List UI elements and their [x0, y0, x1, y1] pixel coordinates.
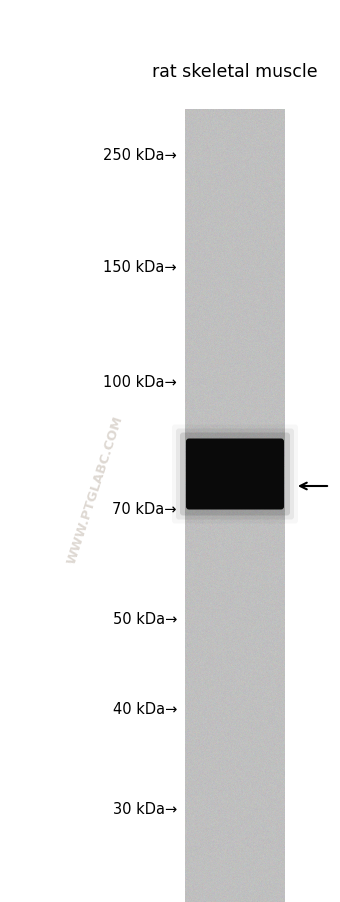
Text: WWW.PTGLABC.COM: WWW.PTGLABC.COM [65, 414, 125, 566]
FancyBboxPatch shape [176, 429, 294, 520]
Text: 50 kDa→: 50 kDa→ [113, 612, 177, 627]
Text: 70 kDa→: 70 kDa→ [113, 502, 177, 517]
FancyBboxPatch shape [180, 433, 290, 516]
Text: 40 kDa→: 40 kDa→ [113, 702, 177, 717]
Text: 250 kDa→: 250 kDa→ [103, 147, 177, 162]
Text: 30 kDa→: 30 kDa→ [113, 802, 177, 816]
Text: 100 kDa→: 100 kDa→ [103, 375, 177, 390]
Text: rat skeletal muscle: rat skeletal muscle [152, 63, 318, 81]
FancyBboxPatch shape [186, 439, 284, 510]
Bar [185, 110, 285, 902]
Text: 150 kDa→: 150 kDa→ [103, 260, 177, 275]
